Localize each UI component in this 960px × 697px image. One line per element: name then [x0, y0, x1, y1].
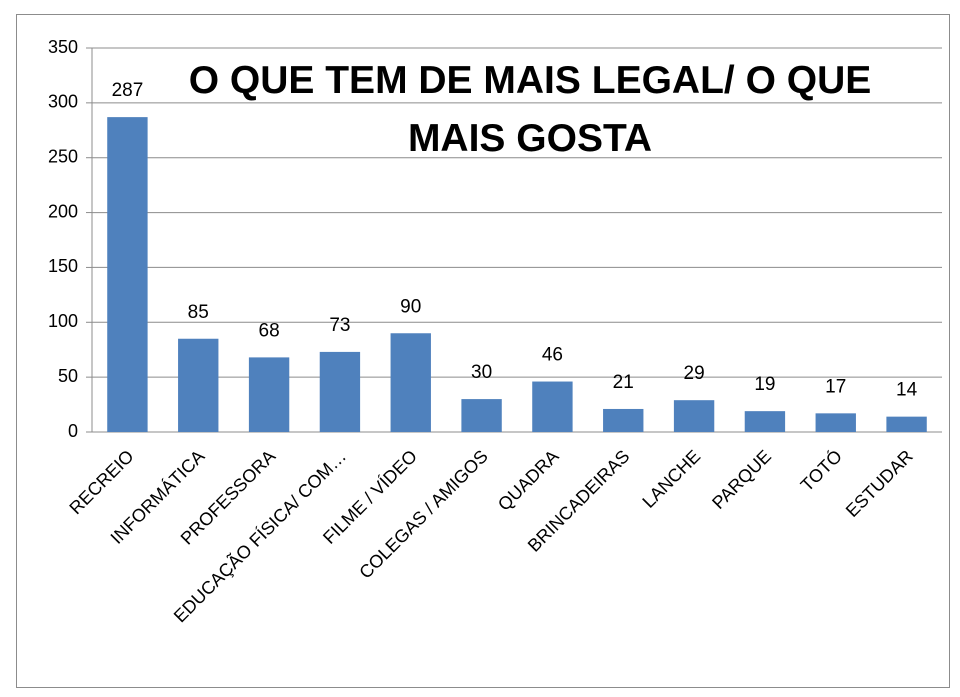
value-label: 85	[188, 302, 209, 323]
bar	[461, 399, 502, 432]
value-label: 30	[471, 362, 492, 383]
chart-title: O QUE TEM DE MAIS LEGAL/ O QUE MAIS GOST…	[188, 59, 872, 160]
y-tick-label: 200	[48, 201, 78, 221]
value-label: 21	[613, 372, 634, 393]
value-label: 14	[896, 380, 918, 401]
y-tick-label: 150	[48, 256, 78, 276]
y-tick-label: 50	[58, 366, 78, 386]
bar	[744, 411, 786, 432]
bar	[673, 400, 715, 432]
bar	[178, 338, 219, 432]
value-label: 17	[825, 376, 846, 397]
value-label: 68	[259, 320, 280, 341]
chart-border	[16, 14, 950, 688]
bar	[248, 357, 290, 432]
bar	[390, 333, 431, 432]
y-tick-label: 100	[48, 311, 78, 331]
value-label: 287	[112, 80, 144, 101]
bar	[107, 117, 148, 433]
y-tick-label: 250	[48, 146, 78, 166]
y-tick-label: 300	[48, 92, 78, 112]
bar	[532, 381, 573, 432]
bar	[886, 416, 927, 432]
y-tick-label: 350	[48, 37, 78, 57]
bar	[319, 351, 361, 432]
value-label: 19	[754, 374, 775, 395]
bar	[603, 408, 644, 432]
value-label: 46	[542, 345, 563, 366]
bar	[815, 413, 856, 432]
value-label: 90	[400, 296, 421, 317]
value-label: 73	[329, 315, 350, 336]
value-label: 29	[684, 363, 705, 384]
y-tick-label: 0	[68, 421, 78, 441]
